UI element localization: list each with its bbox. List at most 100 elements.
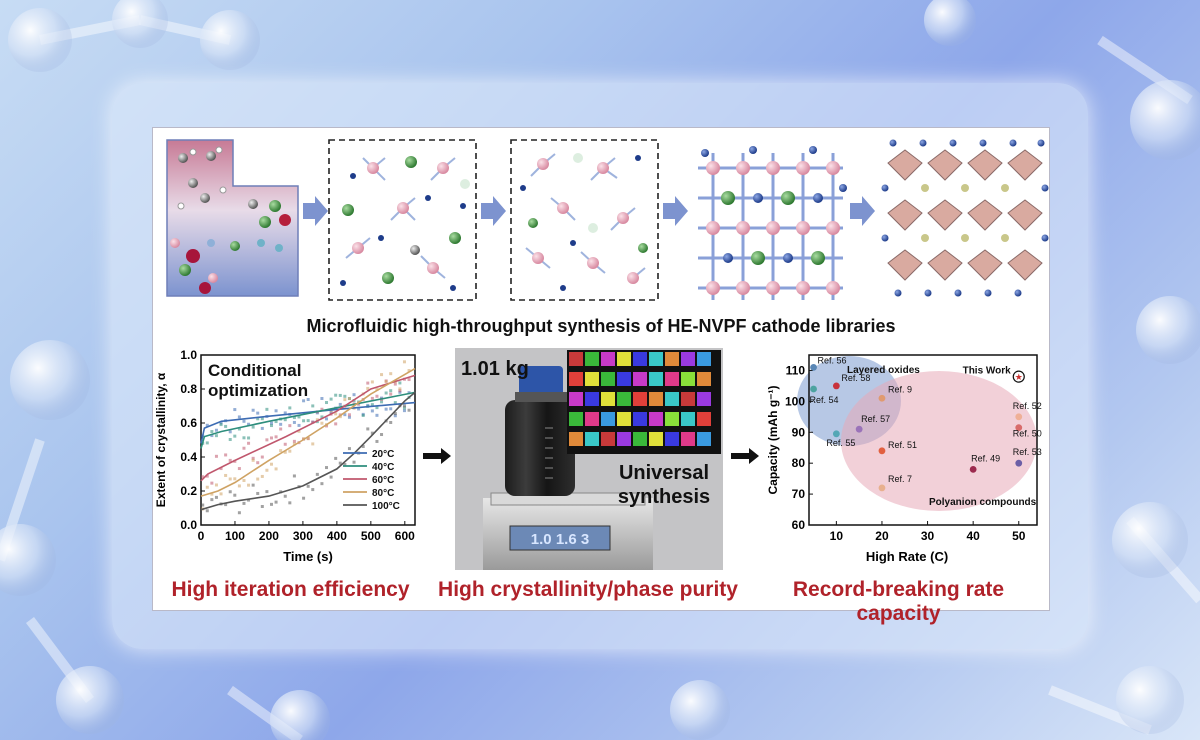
data-point-100c bbox=[265, 490, 269, 494]
data-point-60c bbox=[320, 407, 324, 411]
data-point-60c bbox=[357, 402, 361, 406]
data-point-40c bbox=[306, 419, 310, 423]
data-point-60c bbox=[370, 396, 374, 400]
layered-oxides-label: Layered oxides bbox=[847, 365, 920, 376]
data-point-20c bbox=[269, 421, 273, 425]
data-point-20c bbox=[398, 390, 402, 394]
data-point-100c bbox=[347, 447, 351, 451]
mass-label: 1.01 kg bbox=[461, 358, 529, 380]
point-ref-51 bbox=[878, 447, 886, 455]
legend-label-80c: 80°C bbox=[372, 488, 394, 499]
photo-caption: High crystallinity/phase purity bbox=[438, 578, 738, 601]
legend-label-20c: 20°C bbox=[372, 449, 394, 460]
data-point-40c bbox=[370, 403, 374, 407]
data-point-40c bbox=[302, 419, 306, 423]
data-point-100c bbox=[214, 495, 218, 499]
data-point-100c bbox=[210, 498, 214, 502]
data-point-40c bbox=[292, 416, 296, 420]
data-point-100c bbox=[302, 496, 306, 500]
data-point-100c bbox=[247, 498, 251, 502]
kinetics-x-tick-label: 500 bbox=[361, 529, 381, 543]
data-point-80c bbox=[375, 387, 379, 391]
data-point-100c bbox=[260, 505, 264, 509]
point-label-ref-51: Ref. 51 bbox=[888, 440, 917, 450]
data-point-100c bbox=[233, 493, 237, 497]
data-point-100c bbox=[329, 475, 333, 479]
data-point-40c bbox=[402, 406, 406, 410]
point-ref-50 bbox=[1015, 424, 1023, 432]
data-point-80c bbox=[402, 360, 406, 364]
point-label-ref-53: Ref. 53 bbox=[1013, 447, 1042, 457]
kinetics-y-tick-label: 0.6 bbox=[180, 416, 197, 430]
data-point-80c bbox=[210, 492, 214, 496]
data-point-60c bbox=[269, 436, 273, 440]
data-point-100c bbox=[352, 460, 356, 464]
data-point-80c bbox=[247, 483, 251, 487]
data-point-20c bbox=[352, 393, 356, 397]
data-point-60c bbox=[242, 446, 246, 450]
kinetics-x-tick-label: 400 bbox=[327, 529, 347, 543]
data-point-60c bbox=[347, 413, 351, 417]
data-point-100c bbox=[389, 420, 393, 424]
point-label-ref-54: Ref. 54 bbox=[810, 395, 839, 405]
data-point-40c bbox=[210, 430, 214, 434]
svg-text:1.0 1.6 3: 1.0 1.6 3 bbox=[531, 531, 589, 548]
kinetics-y-tick-label: 0.2 bbox=[180, 484, 197, 498]
kinetics-chart: 0 100 200 300 400 500 600 0.0 0.2 0.4 0.6 0.8 1.0 20… bbox=[154, 348, 416, 564]
data-point-80c bbox=[214, 483, 218, 487]
rate-y-tick-label: 110 bbox=[786, 363, 806, 377]
data-point-60c bbox=[256, 461, 260, 465]
kinetics-heading-line1: Conditional bbox=[208, 361, 301, 380]
data-point-100c bbox=[366, 427, 370, 431]
data-point-40c bbox=[274, 420, 278, 424]
data-point-20c bbox=[375, 413, 379, 417]
data-point-100c bbox=[402, 404, 406, 408]
data-point-40c bbox=[325, 401, 329, 405]
series-line-60c bbox=[200, 374, 416, 482]
point-ref-53 bbox=[1015, 459, 1023, 467]
data-point-40c bbox=[283, 418, 287, 422]
data-point-40c bbox=[214, 434, 218, 438]
rate-y-tick-label: 70 bbox=[792, 487, 806, 501]
data-point-60c bbox=[201, 475, 205, 479]
data-point-80c bbox=[380, 373, 384, 377]
data-point-40c bbox=[343, 394, 347, 398]
flow-arrows bbox=[303, 196, 875, 226]
data-point-100c bbox=[292, 474, 296, 478]
data-point-40c bbox=[288, 406, 292, 410]
crystal-lattice bbox=[698, 146, 847, 300]
polyanion-label: Polyanion compounds bbox=[929, 497, 1037, 508]
data-point-80c bbox=[384, 380, 388, 384]
data-point-100c bbox=[283, 494, 287, 498]
data-point-20c bbox=[219, 421, 223, 425]
figure-panel: Microfluidic high-throughput synthesis o… bbox=[152, 127, 1050, 625]
arrow-to-photo bbox=[423, 448, 451, 464]
data-point-100c bbox=[269, 502, 273, 506]
rate-x-tick-label: 40 bbox=[966, 529, 980, 543]
kinetics-y-tick-label: 0.0 bbox=[180, 518, 197, 532]
data-point-40c bbox=[256, 417, 260, 421]
data-point-100c bbox=[288, 501, 292, 505]
data-point-80c bbox=[269, 462, 273, 466]
rate-y-tick-label: 90 bbox=[792, 425, 806, 439]
kinetics-x-tick-label: 200 bbox=[259, 529, 279, 543]
data-point-100c bbox=[380, 433, 384, 437]
data-point-80c bbox=[370, 380, 374, 384]
data-point-60c bbox=[219, 467, 223, 471]
data-point-80c bbox=[279, 449, 283, 453]
point-label-ref-7: Ref. 7 bbox=[888, 474, 912, 484]
data-point-40c bbox=[320, 415, 324, 419]
point-label-ref-52: Ref. 52 bbox=[1013, 401, 1042, 411]
data-point-40c bbox=[389, 389, 393, 393]
data-point-100c bbox=[228, 490, 232, 494]
data-point-100c bbox=[343, 463, 347, 467]
data-point-40c bbox=[265, 407, 269, 411]
data-point-40c bbox=[269, 424, 273, 428]
data-point-40c bbox=[361, 413, 365, 417]
kinetics-x-tick-label: 100 bbox=[225, 529, 245, 543]
data-point-60c bbox=[283, 442, 287, 446]
data-point-20c bbox=[274, 409, 278, 413]
point-ref-56 bbox=[810, 363, 817, 371]
data-point-40c bbox=[334, 393, 338, 397]
